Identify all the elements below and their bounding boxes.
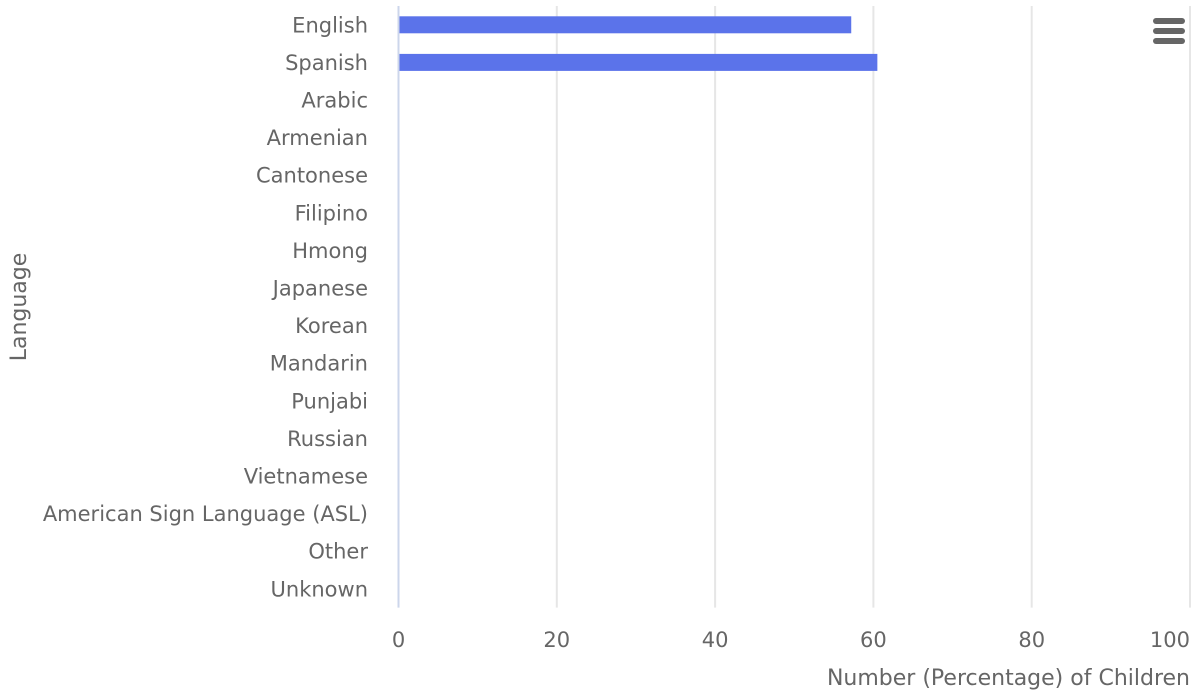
grid-lines: [555, 6, 1191, 608]
category-labels: English Spanish Arabic Armenian Cantonese Fil…: [43, 13, 369, 601]
category-label: Filipino: [295, 201, 368, 225]
category-label: American Sign Language (ASL): [43, 502, 368, 526]
category-label: English: [292, 13, 368, 37]
category-label: Hmong: [292, 239, 368, 263]
y-axis-title: Language: [7, 253, 32, 362]
category-label: Mandarin: [270, 352, 368, 376]
x-tick-labels: 0 20 40 60 80 100: [392, 628, 1190, 652]
category-label: Punjabi: [291, 389, 368, 413]
x-tick-label: 20: [543, 628, 570, 652]
x-tick-label: 0: [392, 628, 405, 652]
category-label: Cantonese: [256, 164, 368, 188]
category-label: Spanish: [285, 51, 368, 75]
hamburger-menu-icon[interactable]: [1149, 14, 1189, 48]
bar-series: [398, 16, 878, 71]
category-label: Other: [308, 540, 368, 564]
category-label: Korean: [295, 314, 368, 338]
category-label: Armenian: [267, 126, 368, 150]
bar[interactable]: [398, 16, 852, 34]
x-tick-label: 80: [1018, 628, 1045, 652]
x-axis-title: Number (Percentage) of Children: [827, 666, 1190, 691]
category-label: Russian: [287, 427, 368, 451]
x-tick-label: 100: [1150, 628, 1190, 652]
x-tick-label: 40: [702, 628, 729, 652]
category-label: Arabic: [301, 89, 368, 113]
category-label: Vietnamese: [244, 465, 368, 489]
bar[interactable]: [398, 53, 878, 71]
category-label: Unknown: [271, 577, 368, 601]
x-tick-label: 60: [860, 628, 887, 652]
category-label: Japanese: [271, 277, 368, 301]
